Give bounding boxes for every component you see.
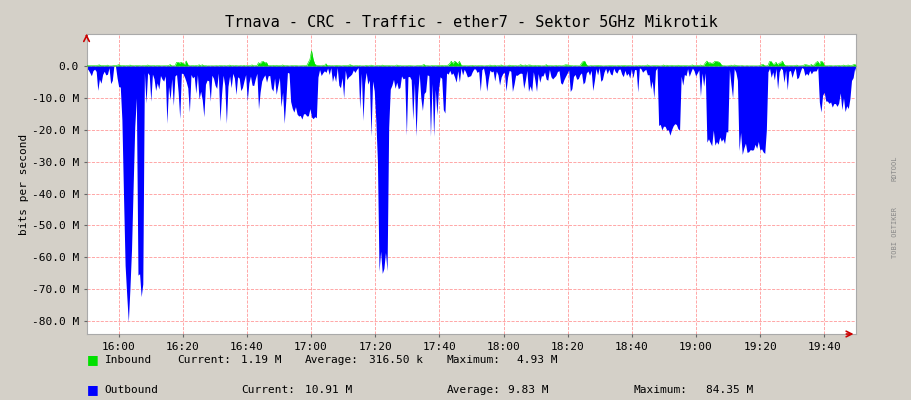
Text: 84.35 M: 84.35 M: [706, 385, 753, 395]
Y-axis label: bits per second: bits per second: [19, 133, 29, 235]
Text: 9.83 M: 9.83 M: [508, 385, 548, 395]
Text: Current:: Current:: [178, 355, 231, 365]
Text: ■: ■: [87, 354, 98, 366]
Text: Average:: Average:: [305, 355, 359, 365]
Text: Maximum:: Maximum:: [633, 385, 687, 395]
Text: RDTOOL: RDTOOL: [892, 155, 897, 181]
Text: ■: ■: [87, 384, 98, 396]
Text: 10.91 M: 10.91 M: [305, 385, 353, 395]
Text: Outbound: Outbound: [105, 385, 159, 395]
Text: Current:: Current:: [241, 385, 295, 395]
Text: 1.19 M: 1.19 M: [241, 355, 281, 365]
Text: Maximum:: Maximum:: [446, 355, 500, 365]
Text: 4.93 M: 4.93 M: [517, 355, 558, 365]
Text: Inbound: Inbound: [105, 355, 152, 365]
Title: Trnava - CRC - Traffic - ether7 - Sektor 5GHz Mikrotik: Trnava - CRC - Traffic - ether7 - Sektor…: [225, 15, 718, 30]
Text: TOBI OETIKER: TOBI OETIKER: [892, 206, 897, 258]
Text: Average:: Average:: [446, 385, 500, 395]
Text: 316.50 k: 316.50 k: [369, 355, 423, 365]
